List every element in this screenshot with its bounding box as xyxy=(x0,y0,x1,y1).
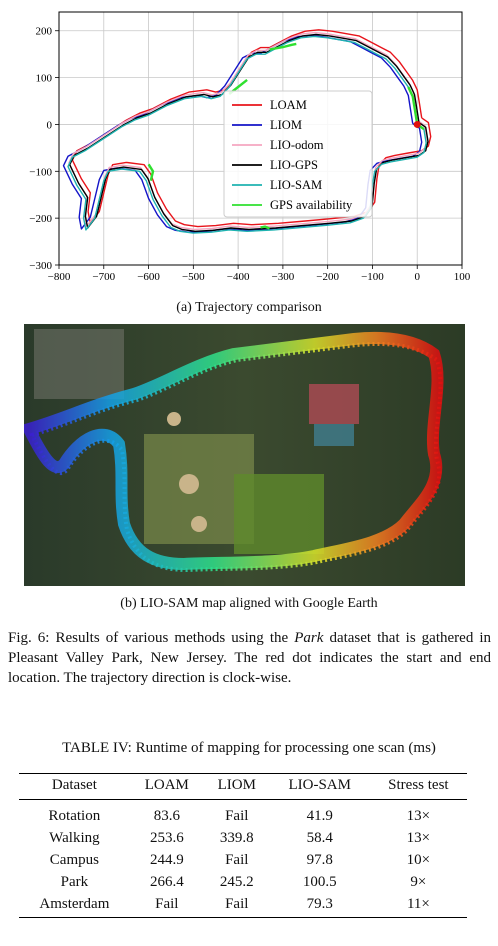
subfigure-caption-a: (a) Trajectory comparison xyxy=(176,300,322,315)
table-row: Park 266.4 245.2 100.5 9× xyxy=(19,871,467,893)
legend-label: GPS availability xyxy=(270,198,353,212)
table-row: Walking 253.6 339.8 58.4 13× xyxy=(19,827,467,849)
legend-label: LIOM xyxy=(270,118,302,132)
figure-caption-suffix: dataset that is gathered in Pleasant Val… xyxy=(8,630,492,686)
table-header-cell: LOAM xyxy=(129,773,204,800)
legend-label: LIO-odom xyxy=(270,138,324,152)
table-cell: 244.9 xyxy=(149,852,184,868)
x-tick-label: 100 xyxy=(454,271,471,283)
gps-availability-segment xyxy=(147,163,155,181)
table-header-cell: Stress test xyxy=(369,773,467,800)
figure-caption: Fig. 6: Results of various methods using… xyxy=(8,628,491,688)
start-end-dot xyxy=(413,120,421,128)
table-cell: 9× xyxy=(410,874,427,890)
x-tick-label: −500 xyxy=(182,271,205,283)
x-tick-label: −100 xyxy=(361,271,384,283)
table-cell: 339.8 xyxy=(219,830,254,846)
table-cell: 266.4 xyxy=(149,874,184,890)
table-cell: Fail xyxy=(225,808,249,824)
y-tick-label: −100 xyxy=(29,166,52,178)
table-cell: 79.3 xyxy=(269,893,370,918)
y-tick-label: 0 xyxy=(47,119,53,131)
chart-ticks: −800 −700 −600 −500 −400 −300 −200 −100 0 100 200 1… xyxy=(29,26,470,283)
gps-availability-segment xyxy=(260,225,270,230)
y-tick-label: 200 xyxy=(36,26,53,38)
x-tick-label: −600 xyxy=(137,271,160,283)
table-cell: 13× xyxy=(406,808,431,824)
table-row: Rotation 83.6 Fail 41.9 13× xyxy=(19,800,467,828)
table-cell: 41.9 xyxy=(306,808,333,824)
table-cell: 83.6 xyxy=(153,808,180,824)
figure-caption-prefix: Fig. 6: Results of various methods using… xyxy=(8,630,289,646)
table-header-cell: LIO-SAM xyxy=(269,773,370,800)
table-cell: Rotation xyxy=(48,808,101,824)
legend-label: LOAM xyxy=(270,98,307,112)
table-cell: 100.5 xyxy=(302,874,337,890)
satellite-map-image xyxy=(24,324,465,586)
runtime-table: Dataset LOAM LIOM LIO-SAM Stress test Ro… xyxy=(19,773,467,918)
table-cell: Park xyxy=(60,874,89,890)
x-tick-label: −200 xyxy=(316,271,339,283)
plot-frame xyxy=(58,11,463,266)
table-cell: Fail xyxy=(203,893,270,918)
table-cell: Amsterdam xyxy=(19,893,130,918)
subfigure-caption-b: (b) LIO-SAM map aligned with Google Eart… xyxy=(120,596,378,611)
table-cell: 253.6 xyxy=(149,830,184,846)
table-cell: 245.2 xyxy=(219,874,254,890)
table-cell: Fail xyxy=(129,893,204,918)
table-row: Campus 244.9 Fail 97.8 10× xyxy=(19,849,467,871)
x-tick-label: −800 xyxy=(48,271,71,283)
x-tick-label: 0 xyxy=(414,271,420,283)
trajectory-chart: −800 −700 −600 −500 −400 −300 −200 −100 0 100 200 1… xyxy=(29,11,471,283)
table-header-cell: Dataset xyxy=(19,773,130,800)
legend-label: LIO-GPS xyxy=(270,158,318,172)
table-title: TABLE IV: Runtime of mapping for process… xyxy=(62,740,436,756)
chart-legend: LOAM LIOM LIO-odom LIO-GPS LIO-SAM GPS availa… xyxy=(223,90,373,218)
gps-availability-segment xyxy=(269,42,297,51)
table-cell: 10× xyxy=(406,852,431,868)
figure-caption-dataset: Park xyxy=(294,630,324,646)
x-tick-label: −400 xyxy=(227,271,250,283)
y-tick-label: −200 xyxy=(29,213,52,225)
table-cell: Campus xyxy=(49,852,99,868)
table-cell: Fail xyxy=(225,852,249,868)
table-header-row: Dataset LOAM LIOM LIO-SAM Stress test xyxy=(19,773,467,800)
table-cell: 11× xyxy=(369,893,467,918)
y-tick-label: −300 xyxy=(29,260,52,272)
table-row: Amsterdam Fail Fail 79.3 11× xyxy=(19,893,467,918)
series-line-lio-sam xyxy=(67,35,427,234)
table-cell: Walking xyxy=(49,830,100,846)
table-cell: 13× xyxy=(406,830,431,846)
table-header-cell: LIOM xyxy=(203,773,270,800)
table-cell: 97.8 xyxy=(306,852,333,868)
legend-label: LIO-SAM xyxy=(270,178,322,192)
x-tick-label: −700 xyxy=(92,271,115,283)
x-tick-label: −300 xyxy=(272,271,295,283)
y-tick-label: 100 xyxy=(36,73,53,85)
table-cell: 58.4 xyxy=(306,830,333,846)
